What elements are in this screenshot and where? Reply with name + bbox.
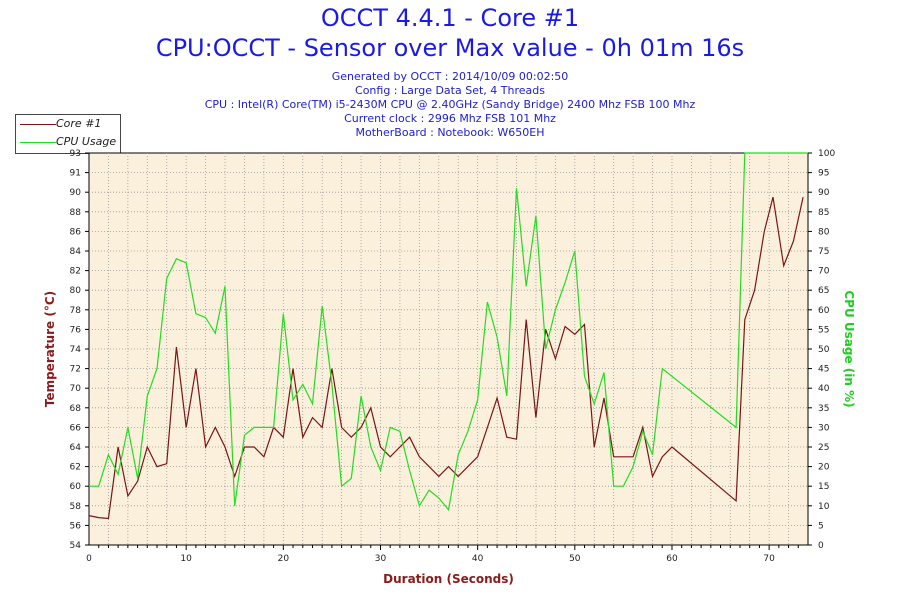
legend-item-cpu-usage: CPU Usage [16,134,120,150]
info-cpu: CPU : Intel(R) Core(TM) i5-2430M CPU @ 2… [204,98,696,111]
legend-label-core1: Core #1 [56,117,102,130]
legend: Core #1 CPU Usage [15,114,121,154]
y-tick-label-left: 78 [70,306,82,316]
y-tick-label-right: 35 [818,404,829,414]
plot-area [88,152,809,546]
y-tick-label-right: 100 [818,149,835,159]
y-tick-label-left: 86 [70,227,82,237]
x-tick-label: 20 [278,554,290,564]
info-clock: Current clock : 2996 Mhz FSB 101 Mhz [344,112,556,125]
series-line-core1 [88,196,804,520]
y-tick-label-right: 95 [818,169,829,179]
y-tick-label-right: 0 [818,541,824,551]
chart-title: OCCT 4.4.1 - Core #1 [320,4,580,32]
x-tick-label: 30 [375,554,387,564]
y-tick-label-right: 70 [818,267,830,277]
y-tick-label-right: 80 [818,227,830,237]
y-tick-label-left: 91 [70,169,81,179]
y-axis-title-right: CPU Usage (in %) [842,290,856,407]
y-tick-label-left: 90 [70,188,82,198]
info-config: Config : Large Data Set, 4 Threads [355,84,545,97]
y-tick-label-left: 66 [70,423,82,433]
chart-subtitle: CPU:OCCT - Sensor over Max value - 0h 01… [155,34,745,62]
y-tick-label-left: 72 [70,365,81,375]
y-tick-label-right: 85 [818,208,829,218]
y-tick-label-left: 76 [70,325,82,335]
y-tick-label-left: 70 [70,384,82,394]
y-tick-label-left: 88 [70,208,82,218]
y-tick-label-right: 50 [818,345,830,355]
x-axis-title: Duration (Seconds) [383,572,514,586]
y-tick-label-right: 10 [818,502,830,512]
y-tick-label-left: 74 [70,345,82,355]
x-tick-label: 0 [86,554,92,564]
y-tick-label-left: 62 [70,463,81,473]
series [88,152,808,520]
x-tick-label: 40 [472,554,484,564]
y-tick-label-right: 55 [818,325,829,335]
y-tick-label-left: 60 [70,482,82,492]
y-tick-label-right: 75 [818,247,829,257]
y-tick-label-left: 54 [70,541,82,551]
y-tick-label-right: 15 [818,482,829,492]
legend-swatch-cpu-usage [20,142,56,143]
y-tick-label-left: 64 [70,443,82,453]
legend-label-cpu-usage: CPU Usage [56,135,117,148]
y-tick-label-right: 90 [818,188,830,198]
y-tick-label-right: 25 [818,443,829,453]
legend-swatch-core1 [20,124,56,125]
y-tick-label-right: 60 [818,306,830,316]
y-tick-label-left: 82 [70,267,81,277]
y-tick-label-left: 58 [70,502,82,512]
x-tick-label: 10 [180,554,192,564]
grid [89,153,808,545]
y-tick-label-right: 40 [818,384,830,394]
x-tick-label: 50 [569,554,581,564]
info-motherboard: MotherBoard : Notebook: W650EH [355,126,545,139]
y-tick-label-left: 56 [70,521,82,531]
y-tick-label-left: 68 [70,404,82,414]
y-tick-label-right: 45 [818,365,829,375]
x-tick-label: 70 [763,554,775,564]
y-tick-label-left: 84 [70,247,82,257]
y-tick-label-right: 20 [818,463,830,473]
y-tick-label-right: 65 [818,286,829,296]
legend-item-core1: Core #1 [16,116,120,132]
y-tick-label-right: 30 [818,423,830,433]
series-line-cpu-usage [89,152,808,512]
info-generated: Generated by OCCT : 2014/10/09 00:02:50 [331,70,569,83]
y-axis-title-left: Temperature (°C) [43,291,57,407]
x-tick-label: 60 [666,554,678,564]
y-tick-label-left: 80 [70,286,82,296]
y-tick-label-left: 93 [70,149,81,159]
y-tick-label-right: 5 [818,521,824,531]
